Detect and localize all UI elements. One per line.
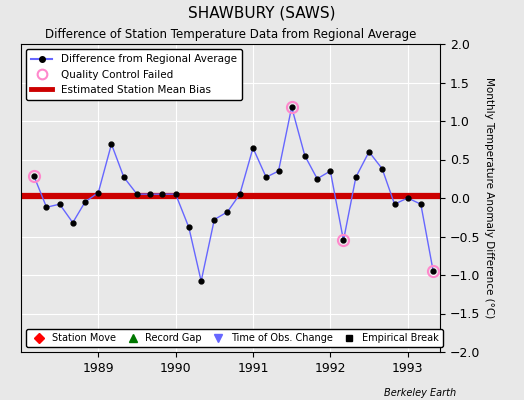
Difference from Regional Average — [327, 169, 333, 174]
Difference from Regional Average — [314, 176, 320, 181]
Difference from Regional Average — [250, 146, 256, 150]
Difference from Regional Average — [198, 279, 204, 284]
Difference from Regional Average — [108, 142, 115, 146]
Difference from Regional Average — [31, 174, 37, 179]
Text: Berkeley Earth: Berkeley Earth — [384, 388, 456, 398]
Difference from Regional Average — [172, 192, 179, 196]
Y-axis label: Monthly Temperature Anomaly Difference (°C): Monthly Temperature Anomaly Difference (… — [484, 77, 494, 319]
Line: Difference from Regional Average: Difference from Regional Average — [31, 105, 435, 284]
Difference from Regional Average — [70, 220, 76, 225]
Quality Control Failed — [430, 269, 436, 274]
Difference from Regional Average — [121, 175, 127, 180]
Difference from Regional Average — [43, 205, 50, 210]
Difference from Regional Average — [134, 192, 140, 196]
Difference from Regional Average — [391, 202, 398, 206]
Difference from Regional Average — [353, 175, 359, 180]
Difference from Regional Average — [147, 192, 153, 196]
Legend: Station Move, Record Gap, Time of Obs. Change, Empirical Break: Station Move, Record Gap, Time of Obs. C… — [26, 329, 443, 347]
Difference from Regional Average — [379, 166, 385, 171]
Difference from Regional Average — [405, 196, 411, 200]
Title: Difference of Station Temperature Data from Regional Average: Difference of Station Temperature Data f… — [45, 28, 416, 42]
Difference from Regional Average — [289, 105, 295, 110]
Difference from Regional Average — [211, 217, 217, 222]
Quality Control Failed — [340, 238, 346, 243]
Difference from Regional Average — [57, 202, 63, 206]
Quality Control Failed — [31, 174, 37, 179]
Difference from Regional Average — [430, 269, 436, 274]
Difference from Regional Average — [263, 175, 269, 180]
Line: Quality Control Failed: Quality Control Failed — [28, 102, 439, 277]
Difference from Regional Average — [276, 169, 282, 174]
Difference from Regional Average — [340, 238, 346, 243]
Difference from Regional Average — [224, 210, 231, 214]
Text: SHAWBURY (SAWS): SHAWBURY (SAWS) — [188, 6, 336, 21]
Difference from Regional Average — [95, 190, 102, 195]
Quality Control Failed — [289, 105, 295, 110]
Difference from Regional Average — [159, 192, 166, 196]
Difference from Regional Average — [418, 202, 424, 206]
Difference from Regional Average — [82, 200, 89, 204]
Difference from Regional Average — [237, 192, 243, 196]
Difference from Regional Average — [302, 153, 308, 158]
Difference from Regional Average — [366, 150, 372, 154]
Difference from Regional Average — [185, 225, 192, 230]
